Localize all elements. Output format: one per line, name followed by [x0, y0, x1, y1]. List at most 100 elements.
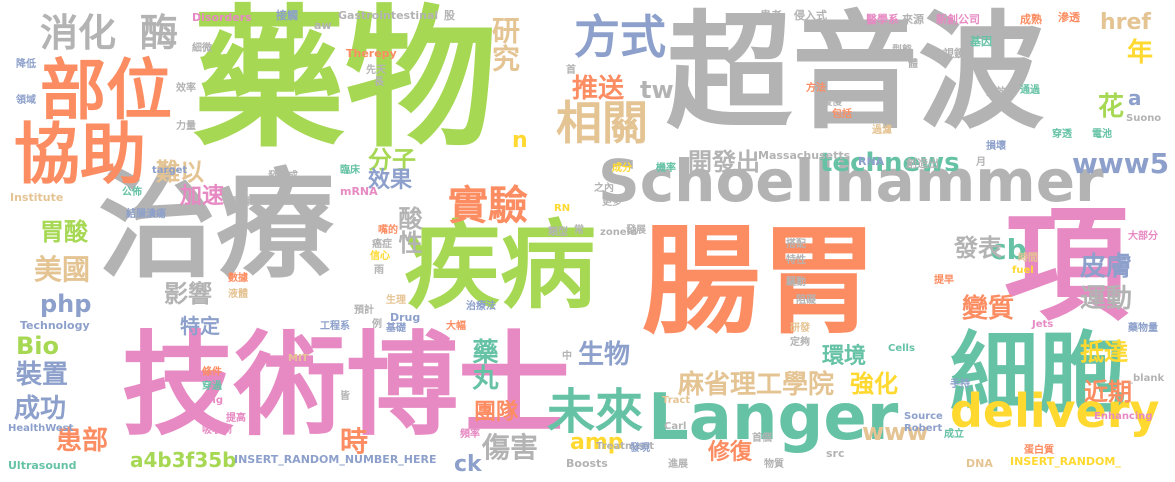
word-robert: Robert: [904, 423, 943, 434]
word-accelerate: 加速: [180, 184, 225, 209]
word-efficiency: 效率: [176, 83, 196, 94]
word-future: 未來: [547, 384, 644, 440]
word-common: 常: [574, 225, 584, 236]
word-startup: 新創公司: [936, 13, 980, 26]
word-n: n: [512, 128, 528, 153]
word-approach: 方法: [806, 83, 826, 94]
word-first: 首個: [752, 433, 772, 444]
word-create: 創造出: [906, 157, 939, 170]
word-progress: 進展: [668, 459, 688, 470]
word-frequency: 頻率: [460, 429, 480, 440]
word-ultrasound: 超音波: [666, 0, 1044, 146]
word-experiment: 實驗: [448, 183, 528, 229]
word-condition: 條件: [202, 367, 222, 378]
word-insert-random-number: INSERT_RANDOM_NUMBER_HERE: [234, 453, 437, 466]
word-month: 月: [976, 157, 986, 168]
word-mit: MIT: [288, 353, 309, 364]
word-develop: 開發出: [688, 148, 760, 176]
word-jets: Jets: [1032, 319, 1054, 330]
word-schoellhammer: Schoellhammer: [598, 147, 1104, 215]
word-recent: 近期: [1084, 378, 1132, 406]
word-therepy: Therepy: [346, 47, 397, 60]
word-penetrate: 滲透: [1058, 11, 1080, 24]
word-href: href: [1100, 10, 1152, 35]
word-fuel: fuel: [1012, 265, 1034, 276]
word-zoneid: zoneid: [600, 227, 638, 238]
word-permeate: 穿透: [1052, 129, 1072, 140]
word-rnd: 研發: [790, 323, 810, 334]
word-success: 成功: [14, 394, 67, 424]
word-example: 例: [372, 319, 382, 330]
word-tw: tw: [640, 76, 674, 104]
word-absorb: 吸收到: [202, 425, 232, 436]
word-reach: 抵達: [1080, 338, 1128, 366]
word-therapy-zh: 治療法: [466, 301, 496, 312]
word-protein: 蛋白質: [1024, 445, 1054, 456]
word-patient: 患者: [760, 9, 782, 22]
word-gastric-acid: 胃酸: [40, 218, 88, 246]
word-technews: technews: [820, 148, 960, 178]
word-development: 發展: [626, 225, 646, 236]
word-year: 年: [1127, 38, 1154, 68]
word-type: 類型: [548, 227, 568, 238]
word-usa: 美國: [34, 253, 91, 286]
word-dosage: 藥物量: [1128, 323, 1158, 334]
word-deteriorate: 變質: [962, 294, 1015, 324]
word-suono: Suono: [1126, 113, 1162, 124]
word-enhancing: Enhancing: [1094, 411, 1153, 422]
word-bio: Bio: [16, 332, 60, 360]
word-pass: 通過: [1020, 85, 1040, 96]
word-head: 首: [566, 65, 576, 76]
word-pair: 搭配: [786, 239, 806, 250]
word-expected: 預計: [354, 305, 374, 316]
word-source-en: Source: [904, 411, 943, 422]
word-mouth: 嘴的: [378, 225, 398, 236]
word-liquid: 液體: [228, 289, 248, 300]
word-mrna: mRNA: [340, 185, 378, 198]
word-disorders: Disorders: [192, 11, 252, 24]
word-medical-dept: 醫學系: [866, 13, 899, 26]
word-slow: 緩慢: [822, 97, 842, 108]
word-assist: 協助: [14, 116, 146, 193]
word-all: 皆: [340, 391, 350, 402]
word-tract: Tract: [662, 395, 691, 406]
word-reduce: 降低: [16, 59, 36, 70]
word-treatment: 治療: [98, 156, 335, 294]
word-ck: ck: [454, 452, 482, 477]
word-gastrointestinal: 腸胃: [642, 212, 879, 350]
word-related: 相關: [556, 96, 648, 150]
word-www5: www5: [1072, 147, 1170, 180]
word-team: 團隊: [474, 400, 519, 425]
word-invasive: 侵入式: [794, 9, 827, 22]
word-target: target: [152, 165, 188, 176]
word-technology: Technology: [20, 319, 90, 332]
word-power: 力量: [176, 121, 196, 132]
word-a: a: [1128, 86, 1142, 110]
word-digestion: 消化: [40, 11, 117, 55]
word-handheld: 手持: [950, 379, 970, 390]
word-push: 推送: [572, 74, 625, 104]
word-method: 方式: [574, 10, 666, 64]
word-most: 大部分: [1128, 231, 1158, 242]
word-enzyme: 酶: [140, 11, 179, 55]
word-research: 研究: [488, 16, 521, 72]
word-established: 成立: [944, 429, 964, 440]
word-include: 包括: [832, 109, 852, 120]
word-innate: 先天: [366, 65, 386, 76]
word-insert-random: INSERT_RANDOM_: [1010, 455, 1121, 468]
word-gene: 基因: [970, 35, 992, 48]
word-flower: 花: [1098, 92, 1125, 122]
word-clinical: 臨床: [340, 165, 360, 176]
word-institute: Institute: [10, 191, 64, 204]
word-significantly: 大幅: [446, 321, 466, 332]
word-efficacy: 療效: [986, 87, 1006, 98]
word-drive: 驅動: [786, 277, 806, 288]
word-exercise: 運動: [1080, 284, 1133, 314]
word-endoscope: 內視鏡: [932, 47, 965, 60]
word-confidence: 信心: [370, 251, 390, 262]
word-probability: 機率: [656, 163, 676, 174]
word-data: 數據: [228, 273, 248, 284]
word-publish: 發表: [954, 234, 1002, 262]
word-rn: RN: [554, 203, 571, 214]
word-ultrasound-en: Ultrasound: [8, 459, 77, 472]
